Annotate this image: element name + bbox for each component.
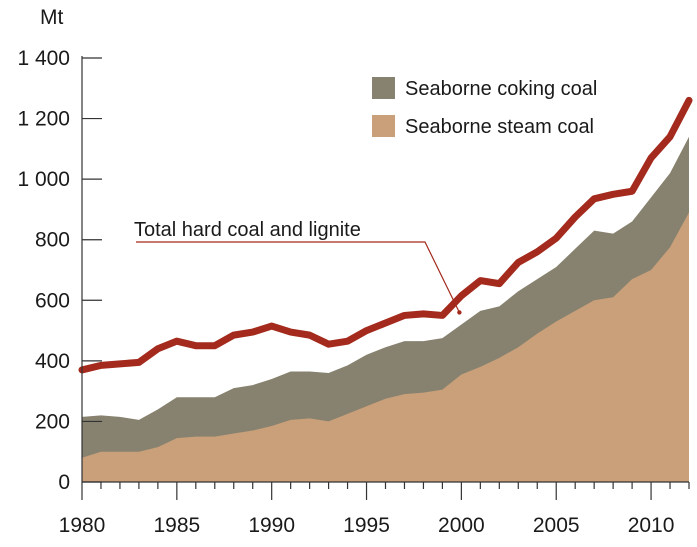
legend-label: Seaborne coking coal: [405, 78, 597, 100]
x-tick-label: 1995: [343, 514, 390, 537]
x-tick-label: 1985: [153, 514, 200, 537]
annotation-leader-line: [136, 241, 460, 313]
x-tick-label: 2010: [628, 514, 675, 537]
y-tick-label: 200: [35, 410, 70, 433]
line-total-hard-coal-and-lignite: [78, 96, 693, 374]
y-axis-ticks: 0 200 400 600 800 1 000 1 200 1 400: [17, 47, 102, 494]
y-tick-label: 1 400: [17, 47, 70, 70]
x-tick-label: 1990: [248, 514, 295, 537]
legend-swatch: [372, 77, 395, 99]
x-tick-label: 2000: [438, 514, 485, 537]
x-axis-ticks: 1980 1985 1990 1995 2000 2005 2010: [59, 482, 690, 537]
legend: Seaborne coking coal Seaborne steam coal: [372, 77, 597, 138]
legend-item-seaborne-steam-coal: Seaborne steam coal: [372, 115, 594, 138]
y-tick-label: 800: [35, 229, 70, 252]
x-tick-label: 1980: [59, 514, 106, 537]
y-tick-label: 400: [35, 350, 70, 373]
x-tick-label: 2005: [533, 514, 580, 537]
annotation-label: Total hard coal and lignite: [134, 219, 361, 241]
y-tick-label: 600: [35, 289, 70, 312]
y-tick-label: 0: [58, 471, 70, 494]
line-layers: [78, 96, 693, 374]
annotation: Total hard coal and lignite: [134, 219, 462, 315]
legend-item-seaborne-coking-coal: Seaborne coking coal: [372, 77, 597, 100]
legend-label: Seaborne steam coal: [405, 116, 594, 138]
y-tick-label: 1 000: [17, 168, 70, 191]
annotation-leader-dot: [457, 310, 462, 315]
y-tick-label: 1 200: [17, 108, 70, 131]
area-seaborne-steam-coal: [82, 212, 689, 482]
y-axis-title: Mt: [40, 6, 63, 29]
legend-swatch: [372, 115, 395, 137]
area-layers: [82, 136, 689, 482]
